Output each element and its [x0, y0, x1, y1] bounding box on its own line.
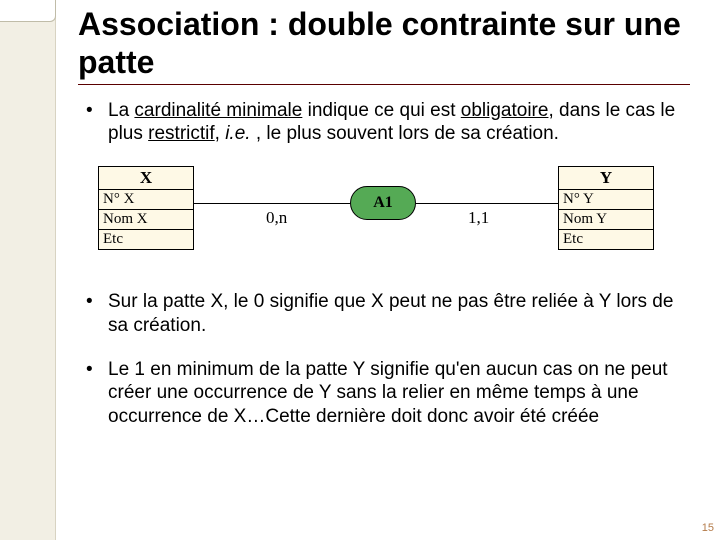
text: indique ce qui est [302, 100, 460, 121]
bullet-list-2: Sur la patte X, le 0 signifie que X peut… [78, 290, 690, 429]
attr: N° X [99, 190, 193, 210]
attr: Etc [559, 230, 653, 249]
text-underline: cardinalité minimale [134, 100, 302, 121]
entity-y: Y N° Y Nom Y Etc [558, 166, 654, 250]
cardinality-right: 1,1 [468, 208, 489, 228]
association-label: A1 [373, 194, 393, 212]
attr: Nom Y [559, 210, 653, 230]
bullet-3: Le 1 en minimum de la patte Y signifie q… [78, 358, 690, 429]
er-diagram: X N° X Nom X Etc 0,n A1 1,1 Y N° Y Nom Y… [98, 166, 654, 266]
sidebar-tab [0, 0, 56, 22]
entity-y-attrs: N° Y Nom Y Etc [559, 190, 653, 249]
assoc-line-left [194, 203, 350, 204]
text-italic: i.e. [225, 123, 250, 144]
text: , [215, 123, 226, 144]
attr: N° Y [559, 190, 653, 210]
entity-x-attrs: N° X Nom X Etc [99, 190, 193, 249]
slide-content: Association : double contrainte sur une … [78, 0, 690, 540]
entity-x-name: X [99, 167, 193, 190]
text: , le plus souvent lors de sa création. [251, 123, 559, 144]
text-underline: obligatoire [461, 100, 549, 121]
entity-y-name: Y [559, 167, 653, 190]
slide-sidebar [0, 0, 56, 540]
slide-title: Association : double contrainte sur une … [78, 6, 690, 85]
bullet-2: Sur la patte X, le 0 signifie que X peut… [78, 290, 690, 338]
bullet-list: La cardinalité minimale indique ce qui e… [78, 99, 690, 147]
text-underline: restrictif [148, 123, 215, 144]
text: La [108, 100, 134, 121]
association-node: A1 [350, 186, 416, 220]
assoc-line-right [416, 203, 558, 204]
attr: Etc [99, 230, 193, 249]
page-number: 15 [702, 522, 714, 534]
entity-x: X N° X Nom X Etc [98, 166, 194, 250]
attr: Nom X [99, 210, 193, 230]
cardinality-left: 0,n [266, 208, 287, 228]
bullet-1: La cardinalité minimale indique ce qui e… [78, 99, 690, 147]
